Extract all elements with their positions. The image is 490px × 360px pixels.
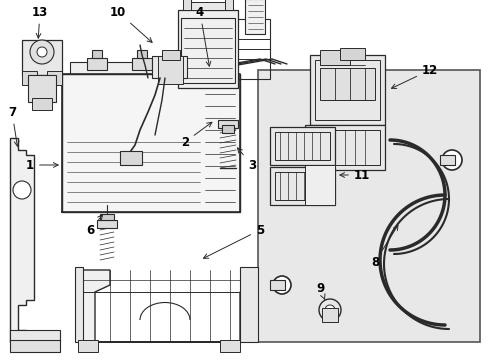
Circle shape <box>273 276 291 294</box>
Circle shape <box>30 40 54 64</box>
Circle shape <box>319 299 341 321</box>
Bar <box>275 172 330 200</box>
Circle shape <box>442 150 462 170</box>
Text: 12: 12 <box>392 63 438 89</box>
Bar <box>245 0 265 34</box>
Text: 4: 4 <box>196 5 211 66</box>
Bar <box>152 56 187 78</box>
Bar <box>10 330 60 342</box>
Bar <box>270 127 335 165</box>
Text: 2: 2 <box>181 122 212 149</box>
Bar <box>322 308 338 322</box>
Bar <box>270 280 285 290</box>
Text: 3: 3 <box>238 148 256 171</box>
Circle shape <box>13 181 31 199</box>
Bar <box>310 130 380 165</box>
Bar <box>162 50 180 60</box>
Bar <box>75 267 83 342</box>
Bar <box>258 70 480 342</box>
Bar <box>87 58 107 70</box>
Bar <box>178 10 238 88</box>
Polygon shape <box>80 270 255 342</box>
Bar <box>222 125 234 133</box>
Circle shape <box>37 47 47 57</box>
Bar <box>47 71 62 85</box>
Bar <box>78 340 98 352</box>
Bar <box>188 2 228 10</box>
Bar <box>305 165 335 205</box>
Text: 5: 5 <box>203 224 264 258</box>
Text: 7: 7 <box>8 105 19 146</box>
Circle shape <box>325 305 335 315</box>
Bar <box>320 50 350 65</box>
Bar <box>315 60 380 120</box>
Bar <box>218 120 238 128</box>
Bar <box>100 214 114 220</box>
Bar <box>275 132 330 160</box>
Bar <box>225 0 233 10</box>
Bar <box>440 155 455 165</box>
Bar <box>158 56 183 84</box>
Text: 6: 6 <box>86 215 102 237</box>
Bar <box>137 50 147 58</box>
Bar <box>32 98 52 110</box>
Bar <box>220 340 240 352</box>
Bar <box>120 151 142 165</box>
Polygon shape <box>10 138 34 342</box>
Bar <box>10 340 60 352</box>
Bar <box>132 58 152 70</box>
Bar <box>183 0 191 10</box>
Text: 8: 8 <box>371 225 398 269</box>
Bar <box>92 50 102 58</box>
Text: 11: 11 <box>340 168 370 181</box>
Text: 9: 9 <box>316 282 325 300</box>
Bar <box>70 62 232 74</box>
Bar <box>97 220 117 228</box>
Bar <box>225 19 270 79</box>
Text: 1: 1 <box>26 158 58 171</box>
Bar <box>62 74 240 212</box>
Text: 13: 13 <box>32 5 48 38</box>
Bar <box>270 167 335 205</box>
Bar <box>310 55 385 125</box>
Bar <box>22 40 62 75</box>
Bar <box>28 75 56 102</box>
Bar <box>320 68 375 100</box>
Bar <box>181 18 235 83</box>
Bar <box>22 71 37 85</box>
Text: 10: 10 <box>110 5 152 42</box>
Bar <box>340 48 365 60</box>
Bar <box>305 125 385 170</box>
Bar <box>240 267 258 342</box>
